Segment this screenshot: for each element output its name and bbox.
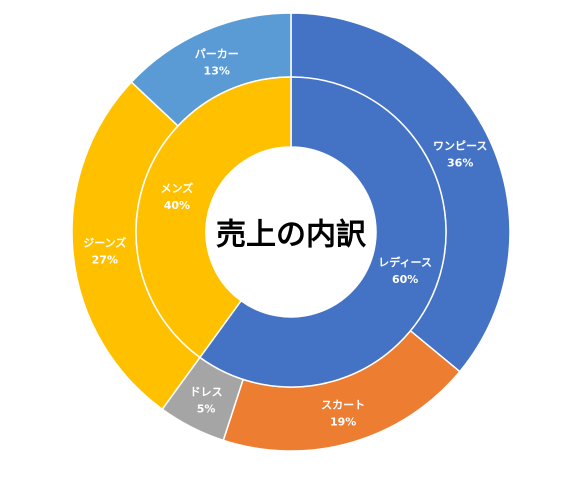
outer-category-label-0: ワンピース	[433, 139, 487, 152]
outer-category-label-4: パーカー	[195, 47, 239, 60]
outer-value-label-3: 27%	[92, 254, 118, 267]
inner-value-label-0: 60%	[392, 273, 418, 286]
outer-value-label-0: 36%	[447, 156, 473, 169]
inner-slice-1	[135, 76, 292, 359]
outer-value-label-2: 5%	[197, 403, 216, 416]
outer-value-label-4: 13%	[204, 64, 230, 77]
outer-category-label-1: スカート	[321, 399, 365, 412]
inner-value-label-1: 40%	[164, 199, 190, 212]
inner-category-label-1: メンズ	[160, 181, 193, 195]
inner-slice-0	[198, 76, 447, 388]
inner-category-label-0: レディース	[378, 255, 432, 269]
outer-category-label-3: ジーンズ	[83, 236, 126, 250]
chart-title: 売上の内訳	[216, 218, 367, 253]
outer-category-label-2: ドレス	[190, 386, 223, 399]
slice-labels: ワンピース 36% スカート 19% ドレス 5% ジーンズ 27% パーカー 13% レディース 6…	[83, 47, 487, 428]
outer-value-label-1: 19%	[330, 416, 356, 429]
inner-ring	[135, 76, 447, 388]
